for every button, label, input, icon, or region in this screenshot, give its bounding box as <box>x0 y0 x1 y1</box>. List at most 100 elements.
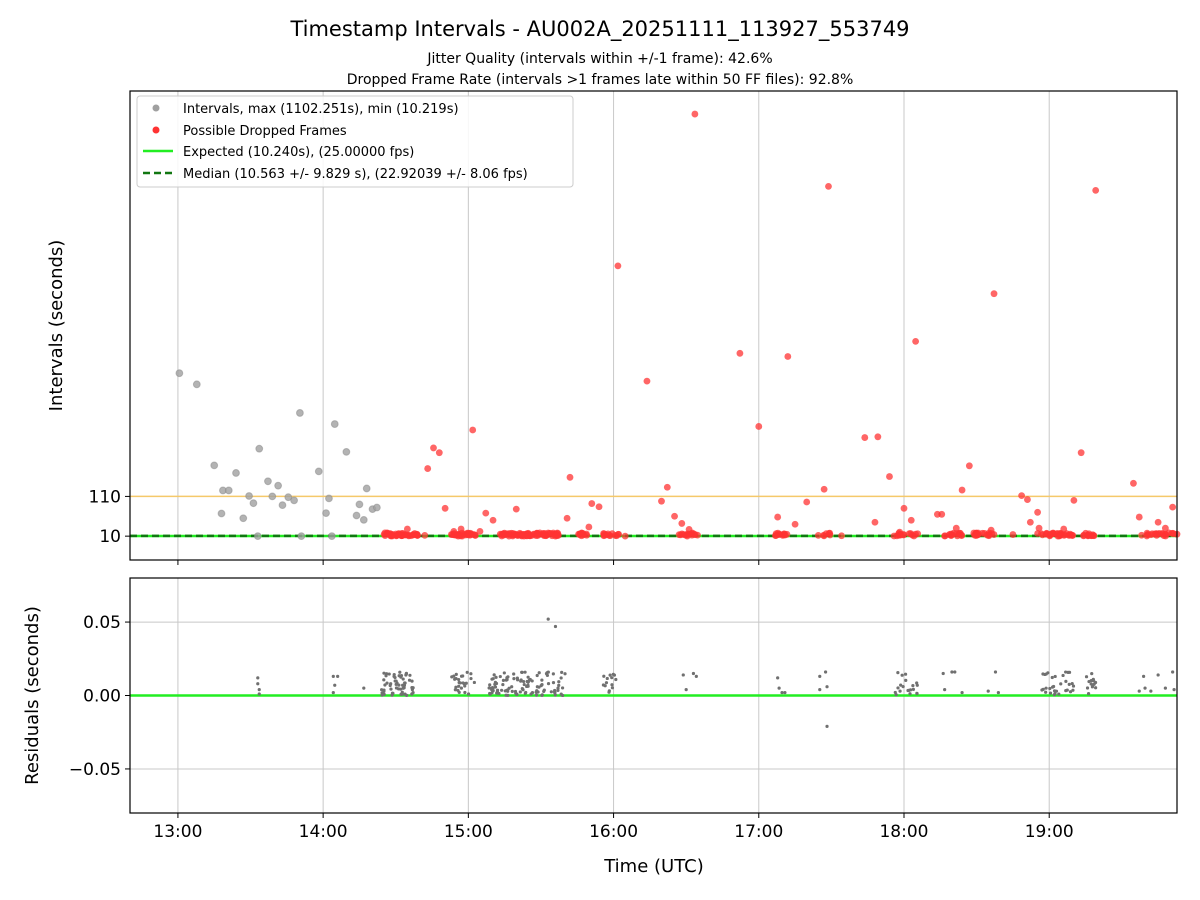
interval-point <box>330 420 339 428</box>
dropped-frame-point <box>685 525 693 533</box>
residual-point <box>410 679 414 683</box>
residual-point <box>382 689 386 693</box>
dropped-frame-point <box>900 504 908 512</box>
dropped-frame-point <box>755 423 763 430</box>
residual-point <box>561 693 565 698</box>
x-tick-label: 16:00 <box>589 822 638 842</box>
residual-point <box>1071 688 1075 692</box>
residual-point <box>457 684 461 688</box>
residual-point <box>943 688 947 692</box>
residuals-points <box>256 617 1176 728</box>
interval-point <box>355 500 364 509</box>
residual-point <box>1149 689 1153 693</box>
dropped-frame-point <box>585 523 593 531</box>
residual-point <box>382 678 386 682</box>
residual-point <box>896 671 900 675</box>
dropped-frame-point <box>454 532 462 540</box>
dropped-frame-point <box>403 525 411 533</box>
residual-point <box>911 687 915 691</box>
residual-point <box>903 672 908 676</box>
dropped-frame-point <box>973 529 981 537</box>
residual-point <box>603 684 607 688</box>
dropped-frame-point <box>838 532 845 540</box>
residual-point <box>396 687 401 691</box>
dropped-frame-point <box>1085 531 1092 539</box>
residual-point <box>405 693 409 697</box>
residual-point <box>512 677 516 681</box>
legend-label-intervals: Intervals, max (1102.251s), min (10.219s… <box>183 102 459 117</box>
interval-point <box>175 369 184 378</box>
residual-point <box>331 690 335 695</box>
residual-point <box>556 688 560 692</box>
intervals-plot-border <box>129 90 1178 561</box>
dropped-frame-point <box>578 529 586 537</box>
dropped-frame-point <box>1009 531 1017 538</box>
residual-point <box>410 688 414 692</box>
residual-point <box>1137 689 1141 693</box>
x-axis-label: Time (UTC) <box>603 856 704 877</box>
residual-point <box>535 673 539 678</box>
residual-point <box>1048 691 1053 695</box>
residual-point <box>500 688 504 692</box>
residual-point <box>681 673 685 677</box>
dropped-frame-point <box>1018 492 1026 500</box>
dropped-frame-point <box>825 182 832 190</box>
residuals-x-ticks: 13:00 14:00 15:00 16:00 17:00 18:00 19:00 <box>153 813 1074 842</box>
residual-point <box>1089 682 1093 686</box>
dropped-frame-point <box>987 526 995 534</box>
dropped-frame-point <box>1060 525 1068 533</box>
residual-point <box>362 686 366 690</box>
residual-point <box>553 624 558 629</box>
residual-point <box>684 688 688 692</box>
dropped-frame-point <box>482 509 490 517</box>
intervals-x-ticks <box>177 560 1050 565</box>
dropped-frame-point <box>886 473 893 480</box>
residual-point <box>385 681 389 685</box>
residual-point <box>504 688 508 693</box>
intervals-y-tick-label: 10 <box>99 527 121 547</box>
interval-point <box>245 492 253 500</box>
dropped-frame-point <box>1066 531 1073 539</box>
residual-point <box>780 690 784 695</box>
intervals-points <box>175 110 1181 541</box>
interval-point <box>322 509 330 517</box>
residual-point <box>524 690 528 695</box>
residual-point <box>825 685 829 689</box>
dropped-frame-point <box>814 531 822 539</box>
residual-point <box>1044 686 1048 690</box>
residual-point <box>469 676 473 681</box>
dropped-frame-point <box>534 531 542 539</box>
interval-point <box>278 501 287 510</box>
residual-point <box>333 683 337 687</box>
dropped-frame-point <box>435 449 443 457</box>
residual-point <box>1156 673 1160 677</box>
residual-point <box>522 679 526 684</box>
dropped-frame-point <box>595 503 603 511</box>
dropped-frame-point <box>671 512 678 520</box>
residual-point <box>825 724 829 728</box>
dropped-frame-point <box>675 531 683 539</box>
chart-legend: Intervals, max (1102.251s), min (10.219s… <box>136 95 574 188</box>
dropped-frame-point <box>1158 530 1166 538</box>
legend-marker-intervals <box>152 104 160 112</box>
dropped-frame-point <box>1138 531 1145 539</box>
residuals-y-axis-label: Residuals (seconds) <box>22 606 43 785</box>
dropped-frame-point <box>510 531 518 539</box>
residual-point <box>492 673 496 677</box>
residual-point <box>911 684 915 688</box>
dropped-frame-point <box>523 532 530 540</box>
residual-point <box>494 675 498 679</box>
dropped-frame-point <box>512 505 520 513</box>
residual-point <box>510 689 514 693</box>
residual-point <box>1041 687 1045 691</box>
dropped-frame-point <box>658 497 665 505</box>
residual-point <box>915 683 919 687</box>
legend-label-median: Median (10.563 +/- 9.829 s), (22.92039 +… <box>183 167 528 182</box>
dropped-frame-point <box>736 349 744 357</box>
residual-point <box>393 675 397 680</box>
residual-point <box>462 682 466 686</box>
chart-subtitle-dropped: Dropped Frame Rate (intervals >1 frames … <box>347 72 854 88</box>
dropped-frame-point <box>941 532 949 540</box>
dropped-frame-point <box>690 530 698 538</box>
dropped-frame-point <box>774 513 782 521</box>
